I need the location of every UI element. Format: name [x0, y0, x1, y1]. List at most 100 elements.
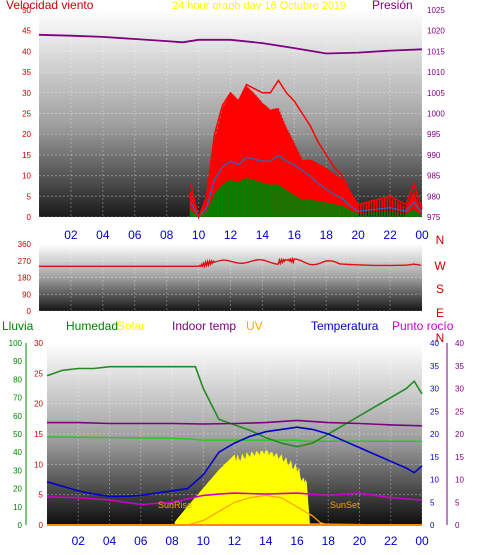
legend-lluvia: Lluvia — [2, 319, 34, 333]
humidity-line — [46, 365, 423, 448]
pressure-line — [38, 33, 423, 55]
temperature-tick-label: 20 — [430, 430, 439, 439]
wind-direction-line — [39, 256, 422, 269]
time-tick-label: 08 — [165, 534, 179, 548]
rain-tick-label: 20 — [13, 485, 22, 494]
wind-tick-label: 5 — [27, 192, 32, 201]
humidity-solar-tick-label: 30 — [34, 339, 43, 348]
legend-temperatura: Temperatura — [311, 319, 379, 333]
wind-average-line — [190, 154, 423, 219]
direction-tick-label: 90 — [22, 290, 31, 299]
direction-tick-label: 0 — [27, 307, 32, 316]
uv-line — [47, 494, 422, 526]
wind-speed-axis: 0 5 10 15 20 25 30 35 40 45 50 — [22, 6, 31, 222]
wind-tick-label: 45 — [22, 27, 31, 36]
indoor-temperature-tick-label: 35 — [455, 362, 464, 371]
time-tick-label: 14 — [256, 228, 270, 242]
rain-axis: 0 10 20 30 40 50 60 70 80 90 100 — [9, 339, 27, 530]
rain-tick-label: 30 — [13, 466, 22, 475]
wind-tick-label: 35 — [22, 68, 31, 77]
indoor-temperature-tick-label: 20 — [455, 430, 464, 439]
pressure-tick-label: 985 — [427, 172, 441, 181]
time-tick-label: 22 — [384, 534, 398, 548]
legend-indoor-temp: Indoor temp — [172, 319, 236, 333]
rain-tick-label: 0 — [18, 521, 23, 530]
time-tick-label: 04 — [103, 534, 117, 548]
pressure-tick-label: 1005 — [427, 89, 445, 98]
pressure-tick-label: 1020 — [427, 27, 445, 36]
time-tick-label: 02 — [72, 534, 86, 548]
wind-tick-label: 20 — [22, 130, 31, 139]
wind-tick-label: 0 — [27, 213, 32, 222]
humidity-solar-tick-label: 0 — [39, 521, 44, 530]
pressure-tick-label: 1010 — [427, 68, 445, 77]
wind-tick-label: 50 — [22, 6, 31, 15]
solar-line — [46, 436, 422, 443]
pressure-tick-label: 980 — [427, 192, 441, 201]
wind-tick-label: 30 — [22, 89, 31, 98]
solar-radiation-area — [174, 450, 423, 526]
time-tick-label: 00 — [415, 534, 429, 548]
wind-direction-grid — [39, 243, 422, 312]
legend-solar: Solar — [117, 319, 145, 333]
direction-tick-label: 270 — [18, 257, 32, 266]
rain-tick-label: 90 — [13, 357, 22, 366]
pressure-tick-label: 1025 — [427, 6, 445, 15]
wind-tick-label: 40 — [22, 47, 31, 56]
graph-date-title: 24 hour graph day 16 Octubre 2019 — [172, 0, 346, 12]
time-tick-label: 20 — [353, 534, 367, 548]
time-tick-label: 04 — [96, 228, 110, 242]
temperature-axis: 0 0 5 5 10 10 15 15 20 20 25 25 30 30 35 35 40 40 — [430, 339, 464, 530]
temperature-series — [46, 365, 423, 526]
temperature-tick-label: 5 — [430, 498, 435, 507]
direction-tick-label: 360 — [18, 240, 32, 249]
rain-tick-label: 80 — [13, 375, 22, 384]
time-tick-label: 00 — [415, 228, 429, 242]
humidity-solar-tick-label: 25 — [34, 369, 43, 378]
time-tick-label: 12 — [228, 534, 242, 548]
time-tick-label: 06 — [134, 534, 148, 548]
legend-humedad: Humedad — [66, 319, 118, 333]
temperature-tick-label: 0 — [430, 521, 435, 530]
temperature-tick-label: 25 — [430, 407, 439, 416]
wind-speed-title: Velocidad viento — [6, 0, 94, 12]
time-tick-label: 06 — [128, 228, 142, 242]
wind-speed-line — [189, 79, 423, 220]
time-tick-label: 22 — [383, 228, 397, 242]
punto-rocio-line — [46, 492, 423, 506]
time-tick-label: 08 — [160, 228, 174, 242]
humidity-solar-axis: 0 5 10 15 20 25 30 — [34, 339, 43, 530]
direction-tick-label: 180 — [18, 274, 32, 283]
pressure-title: Presión — [372, 0, 413, 12]
temperature-tick-label: 15 — [430, 453, 439, 462]
rain-tick-label: 100 — [9, 339, 23, 348]
humidity-solar-tick-label: 15 — [34, 430, 43, 439]
time-tick-label: 14 — [259, 534, 273, 548]
indoor-temperature-tick-label: 25 — [455, 407, 464, 416]
rain-tick-label: 70 — [13, 394, 22, 403]
time-tick-label: 02 — [64, 228, 78, 242]
rain-tick-label: 40 — [13, 448, 22, 457]
wind-direction-plot-area — [39, 244, 422, 311]
legend-uv: UV — [246, 319, 263, 333]
wind-tick-label: 15 — [22, 151, 31, 160]
time-tick-label: 20 — [351, 228, 365, 242]
time-tick-label: 12 — [224, 228, 238, 242]
time-tick-label: 16 — [288, 228, 302, 242]
pressure-tick-label: 975 — [427, 213, 441, 222]
indoor-temperature-tick-label: 40 — [455, 339, 464, 348]
humidity-solar-tick-label: 10 — [34, 460, 43, 469]
compass-letter: N — [436, 233, 445, 247]
temperature-tick-label: 10 — [430, 476, 439, 485]
sunset-label: SunSet — [330, 500, 360, 510]
compass-letter: W — [434, 259, 446, 273]
pressure-axis: 975 980 985 990 995 1000 1005 1010 1015 1020 1025 — [427, 6, 445, 222]
indoor-temperature-tick-label: 30 — [455, 385, 464, 394]
time-tick-label: 10 — [192, 228, 206, 242]
pressure-tick-label: 990 — [427, 151, 441, 160]
wind-pressure-series — [38, 33, 423, 220]
pressure-tick-label: 995 — [427, 130, 441, 139]
pressure-tick-label: 1015 — [427, 47, 445, 56]
wind-tick-label: 25 — [22, 110, 31, 119]
temperature-tick-label: 30 — [430, 385, 439, 394]
